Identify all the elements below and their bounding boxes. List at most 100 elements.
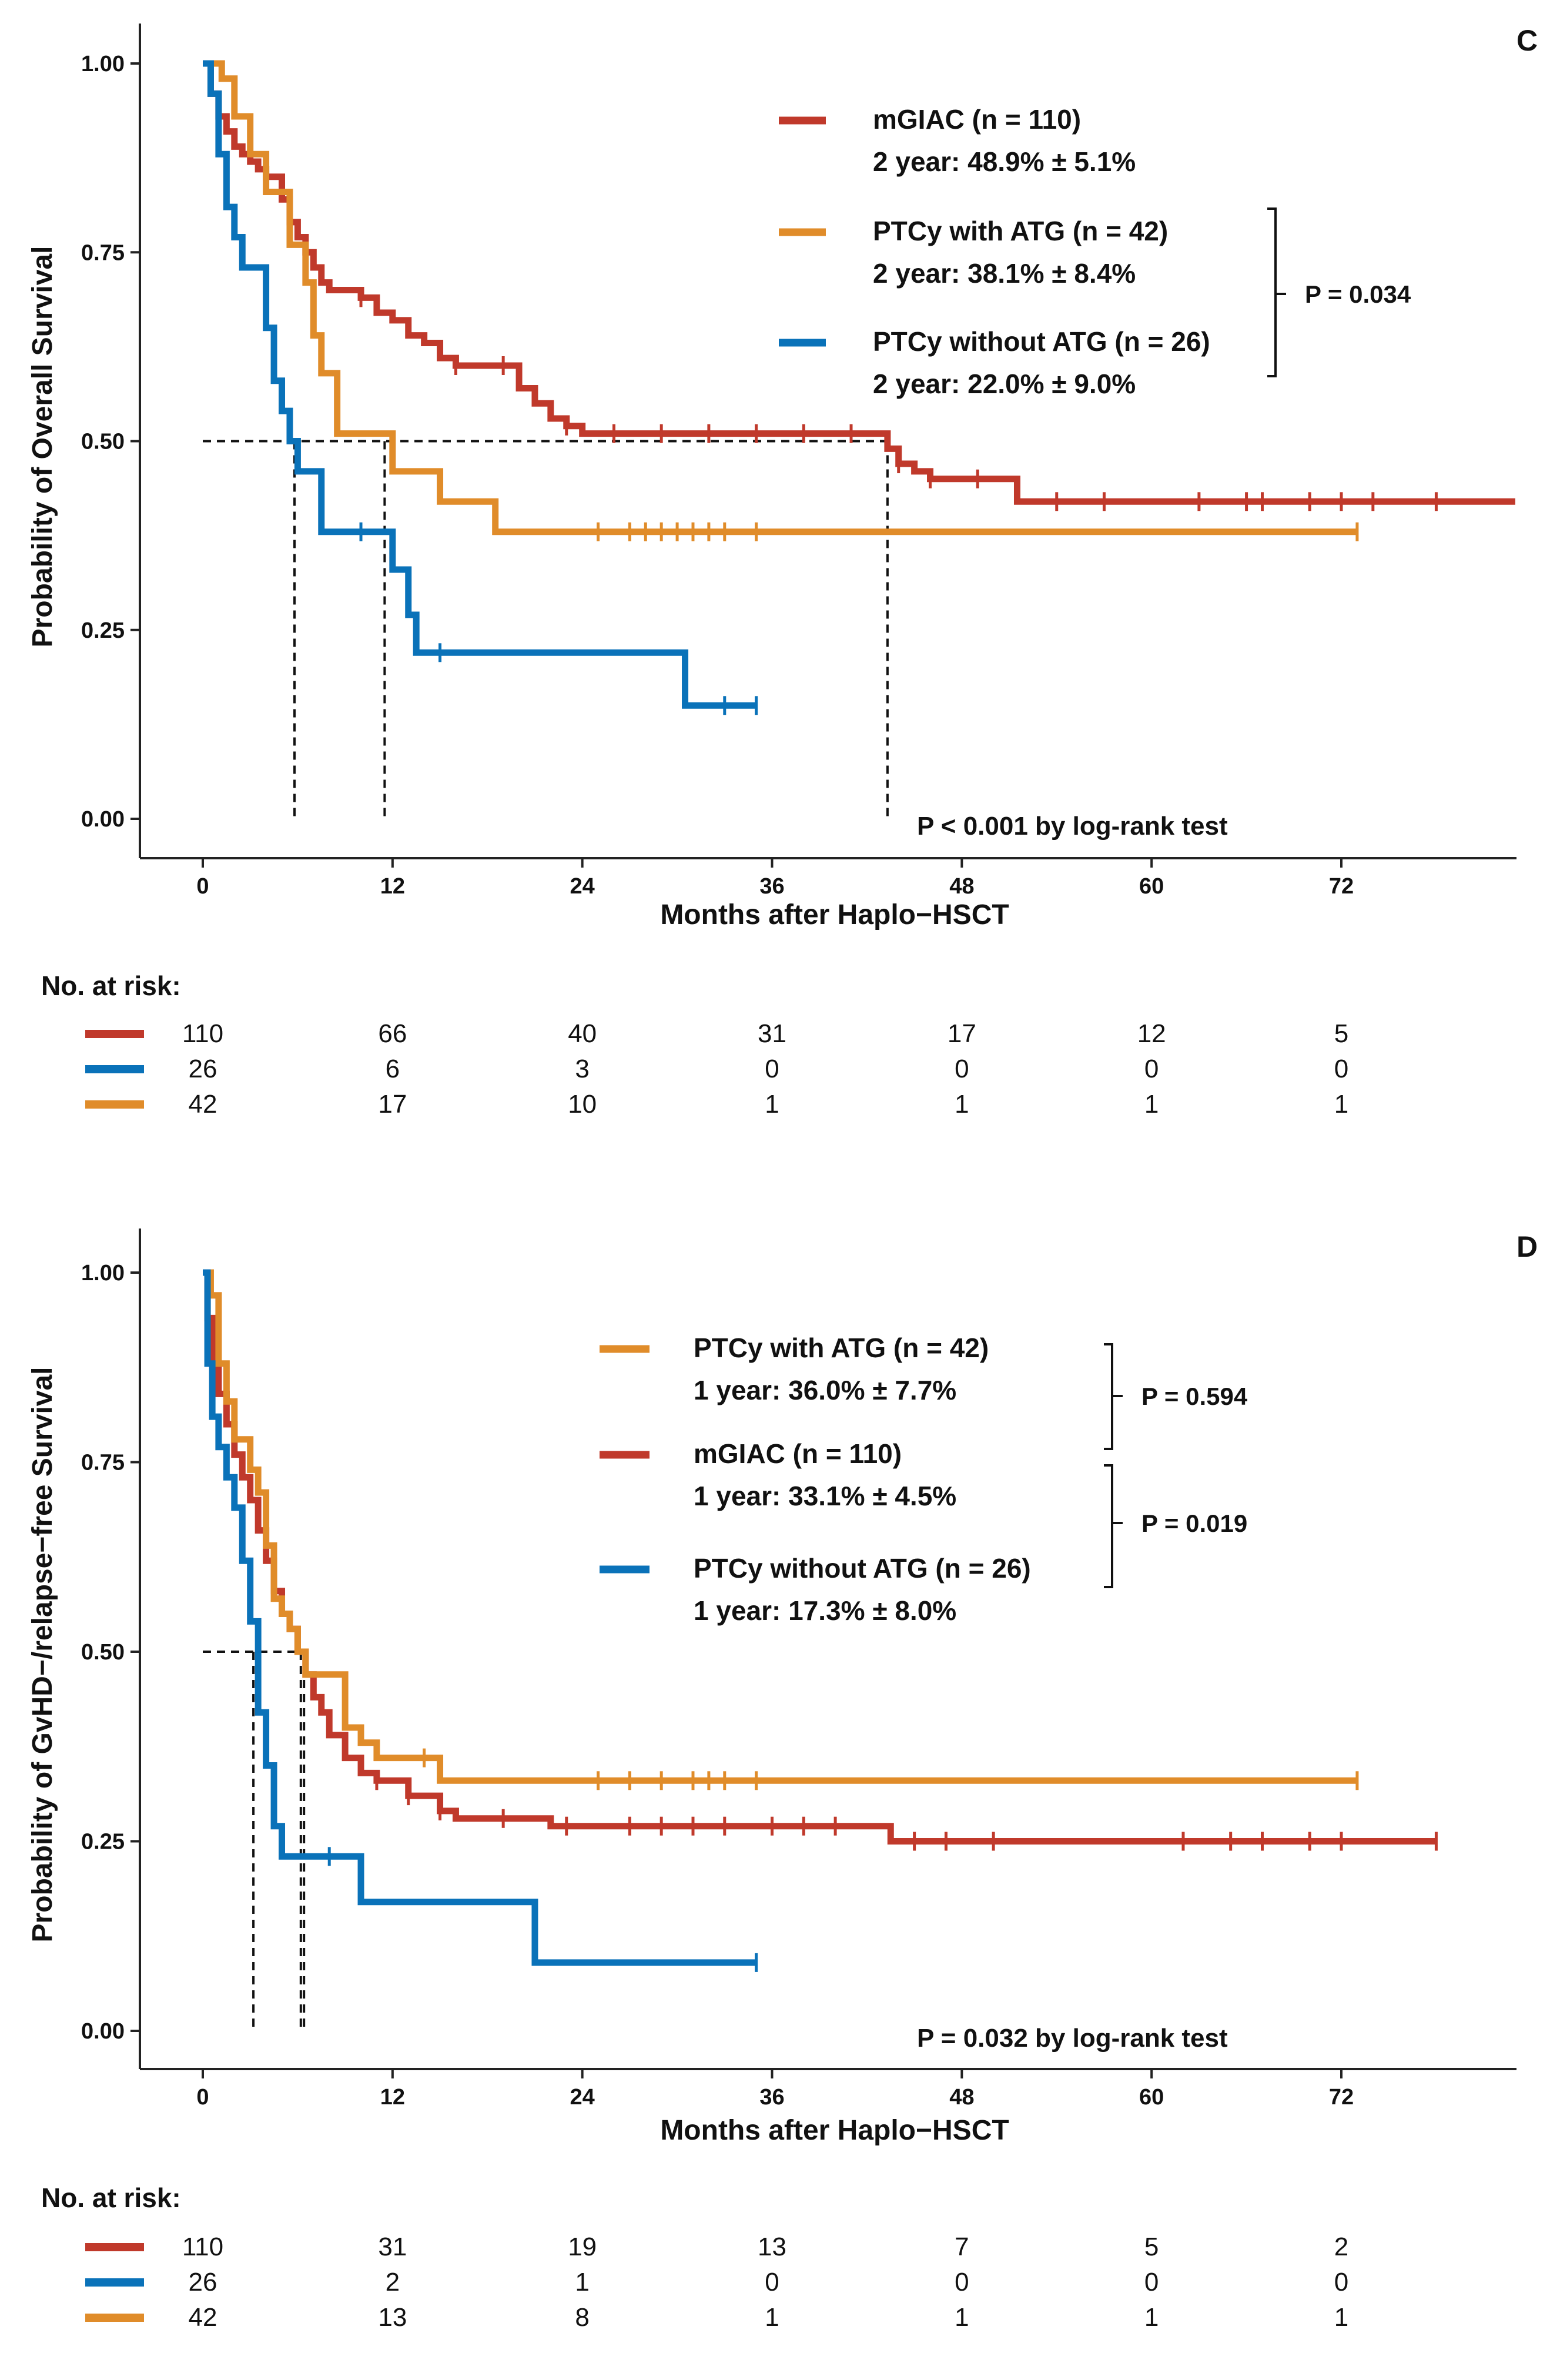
risk-count-ptcy_atg: 1 <box>955 2303 969 2332</box>
survival-curve-ptcy_atg <box>203 1269 1357 1784</box>
gvhd-relapse-free-survival-chart: 0.000.250.500.751.00 0 12 24 36 48 60 72 PTCy … <box>27 1229 1538 2332</box>
logrank-p-value: P < 0.001 by log-rank test <box>917 812 1228 841</box>
risk-count-mgiac: 110 <box>182 2232 223 2261</box>
risk-count-mgiac: 110 <box>182 1019 223 1048</box>
risk-count-ptcy_atg: 42 <box>189 1090 217 1119</box>
risk-count-ptcy_atg: 10 <box>568 1090 597 1119</box>
legend-label-ptcy_noatg: PTCy without ATG (n = 26) <box>694 1553 1031 1584</box>
risk-count-ptcy_atg: 1 <box>1144 1090 1159 1119</box>
y-tick-label: 1.00 <box>81 1261 125 1286</box>
comparison-bracket <box>1104 1343 1113 1450</box>
risk-count-ptcy_noatg: 26 <box>189 2268 217 2297</box>
x-tick-label: 60 <box>1139 874 1164 899</box>
y-axis-title: Probability of Overall Survival <box>27 246 58 648</box>
risk-count-mgiac: 13 <box>758 2232 786 2261</box>
legend-stat-ptcy_noatg: 1 year: 17.3% ± 8.0% <box>694 1595 956 1626</box>
risk-count-mgiac: 31 <box>758 1019 786 1048</box>
risk-count-ptcy_noatg: 0 <box>765 1055 779 1083</box>
panel-label: D <box>1516 1230 1538 1263</box>
risk-count-ptcy_noatg: 0 <box>1334 2268 1348 2297</box>
survival-curve-ptcy_atg <box>203 60 1357 535</box>
overall-survival-chart: 0.000.250.500.751.00 0 12 24 36 48 60 72 mGIAC… <box>27 24 1538 1119</box>
risk-count-mgiac: 19 <box>568 2232 597 2261</box>
survival-curve-ptcy_noatg <box>203 60 756 709</box>
x-tick-label: 48 <box>949 2085 974 2110</box>
y-tick-label: 0.25 <box>81 1830 125 1855</box>
risk-count-ptcy_atg: 42 <box>189 2303 217 2332</box>
risk-count-ptcy_noatg: 1 <box>575 2268 589 2297</box>
x-axis-title: Months after Haplo−HSCT <box>660 899 1009 930</box>
bracket-p-value: P = 0.034 <box>1305 280 1411 308</box>
risk-count-ptcy_noatg: 6 <box>386 1055 400 1083</box>
risk-count-mgiac: 31 <box>378 2232 407 2261</box>
x-tick-label: 24 <box>570 2085 595 2110</box>
x-tick-label: 12 <box>380 874 405 899</box>
risk-count-ptcy_noatg: 0 <box>955 1055 969 1083</box>
risk-count-ptcy_atg: 1 <box>1334 1090 1348 1119</box>
risk-count-ptcy_noatg: 3 <box>575 1055 589 1083</box>
risk-count-mgiac: 12 <box>1137 1019 1166 1048</box>
risk-count-mgiac: 5 <box>1334 1019 1348 1048</box>
risk-count-ptcy_noatg: 0 <box>1334 1055 1348 1083</box>
risk-count-ptcy_noatg: 0 <box>955 2268 969 2297</box>
risk-count-ptcy_atg: 8 <box>575 2303 589 2332</box>
legend-stat-mgiac: 1 year: 33.1% ± 4.5% <box>694 1481 956 1511</box>
y-tick-label: 0.50 <box>81 430 125 454</box>
legend-label-ptcy_atg: PTCy with ATG (n = 42) <box>873 216 1168 246</box>
legend-stat-ptcy_atg: 2 year: 38.1% ± 8.4% <box>873 258 1136 289</box>
panel-gvhd-relapse-free-survival: 0.00 0.25 0.50 0.75 1.00 0 12 24 36 48 60 72 PTCy … <box>0 1205 1550 2380</box>
x-tick-label: 0 <box>196 2085 209 2110</box>
y-tick-label: 0.75 <box>81 240 125 265</box>
comparison-bracket <box>1267 207 1277 377</box>
y-tick-label: 0.00 <box>81 2019 125 2044</box>
risk-count-ptcy_atg: 13 <box>378 2303 407 2332</box>
legend-label-mgiac: mGIAC (n = 110) <box>694 1438 902 1469</box>
risk-count-mgiac: 66 <box>378 1019 407 1048</box>
risk-count-ptcy_atg: 1 <box>765 2303 779 2332</box>
risk-count-ptcy_noatg: 26 <box>189 1055 217 1083</box>
risk-count-ptcy_atg: 17 <box>378 1090 407 1119</box>
legend-label-ptcy_atg: PTCy with ATG (n = 42) <box>694 1333 989 1363</box>
risk-count-ptcy_noatg: 0 <box>1144 1055 1159 1083</box>
panel-overall-survival: 0.00 0.25 0.50 0.75 1.00 0 12 24 36 48 60 72 mGIAC… <box>0 0 1550 1175</box>
bracket-p-value: P = 0.594 <box>1141 1383 1248 1410</box>
y-tick-label: 0.50 <box>81 1640 125 1665</box>
legend-stat-mgiac: 2 year: 48.9% ± 5.1% <box>873 146 1136 177</box>
y-axis-title: Probability of GvHD−/relapse−free Surviv… <box>27 1367 58 1942</box>
risk-table-title: No. at risk: <box>41 2182 181 2213</box>
risk-count-ptcy_atg: 1 <box>1144 2303 1159 2332</box>
x-tick-label: 48 <box>949 874 974 899</box>
risk-count-ptcy_noatg: 0 <box>765 2268 779 2297</box>
x-tick-label: 12 <box>380 2085 405 2110</box>
bracket-p-value: P = 0.019 <box>1141 1509 1247 1537</box>
risk-table-title: No. at risk: <box>41 970 181 1001</box>
x-tick-label: 36 <box>759 874 784 899</box>
x-tick-label: 72 <box>1329 2085 1354 2110</box>
risk-count-mgiac: 5 <box>1144 2232 1159 2261</box>
risk-count-ptcy_noatg: 2 <box>386 2268 400 2297</box>
panel-label: C <box>1516 24 1538 57</box>
x-axis-title: Months after Haplo−HSCT <box>660 2115 1009 2146</box>
x-tick-label: 36 <box>759 2085 784 2110</box>
risk-count-mgiac: 40 <box>568 1019 597 1048</box>
legend-stat-ptcy_noatg: 2 year: 22.0% ± 9.0% <box>873 369 1136 399</box>
y-tick-label: 0.00 <box>81 807 125 832</box>
risk-count-mgiac: 2 <box>1334 2232 1348 2261</box>
y-tick-label: 1.00 <box>81 52 125 76</box>
x-tick-label: 0 <box>196 874 209 899</box>
risk-count-ptcy_atg: 1 <box>1334 2303 1348 2332</box>
logrank-p-value: P = 0.032 by log-rank test <box>917 2024 1228 2053</box>
legend-label-ptcy_noatg: PTCy without ATG (n = 26) <box>873 326 1210 357</box>
risk-count-ptcy_atg: 1 <box>765 1090 779 1119</box>
y-tick-label: 0.75 <box>81 1451 125 1475</box>
survival-curve-ptcy_noatg <box>203 1269 756 1966</box>
x-tick-label: 72 <box>1329 874 1354 899</box>
risk-count-ptcy_atg: 1 <box>955 1090 969 1119</box>
risk-count-mgiac: 7 <box>955 2232 969 2261</box>
x-tick-label: 60 <box>1139 2085 1164 2110</box>
x-tick-label: 24 <box>570 874 595 899</box>
legend-label-mgiac: mGIAC (n = 110) <box>873 104 1081 135</box>
comparison-bracket <box>1104 1464 1113 1588</box>
y-tick-label: 0.25 <box>81 618 125 643</box>
legend-stat-ptcy_atg: 1 year: 36.0% ± 7.7% <box>694 1375 956 1405</box>
